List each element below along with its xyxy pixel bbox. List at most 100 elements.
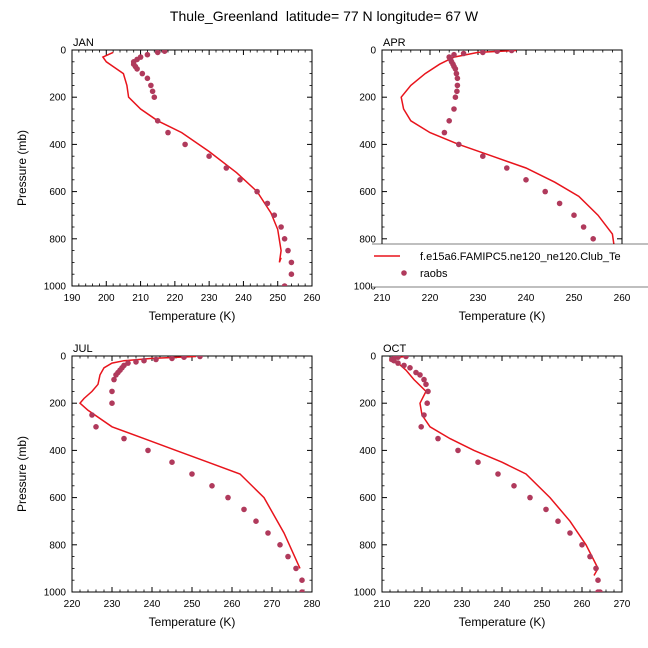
raobs-point	[189, 471, 195, 477]
x-axis-label: Temperature (K)	[149, 309, 236, 323]
raobs-point	[418, 424, 425, 430]
x-tick-label: 190	[64, 293, 81, 304]
y-tick-label: 600	[359, 493, 376, 504]
y-tick-label: 1000	[354, 588, 377, 599]
raobs-point	[567, 530, 573, 536]
raobs-point	[134, 66, 140, 72]
raobs-point	[169, 356, 175, 362]
raobs-point	[113, 372, 119, 378]
raobs-point	[511, 483, 517, 489]
raobs-point	[299, 577, 305, 583]
x-tick-label: 230	[454, 599, 471, 610]
raobs-point	[446, 118, 453, 124]
raobs-point	[281, 283, 288, 286]
y-axis-label: Pressure (mb)	[15, 436, 29, 512]
x-tick-label: 210	[374, 293, 391, 304]
x-tick-label: 260	[224, 599, 241, 610]
raobs-point	[556, 200, 563, 207]
raobs-point	[225, 494, 231, 501]
raobs-point	[264, 200, 271, 207]
y-tick-label: 600	[359, 187, 376, 198]
raobs-point	[424, 400, 431, 407]
x-tick-label: 270	[264, 599, 281, 610]
x-tick-label: 270	[614, 599, 631, 610]
raobs-point	[454, 82, 461, 89]
raobs-point	[451, 106, 457, 112]
raobs-point	[271, 212, 278, 218]
x-tick-label: 230	[470, 293, 487, 304]
y-tick-label: 600	[49, 187, 66, 198]
raobs-point	[109, 400, 115, 407]
raobs-point	[154, 118, 161, 124]
panel-label: JUL	[73, 343, 93, 355]
raobs-point	[89, 412, 95, 418]
x-tick-label: 250	[184, 599, 201, 610]
model-profile-line	[78, 356, 301, 569]
y-tick-label: 400	[49, 140, 66, 151]
raobs-point	[460, 50, 467, 57]
raobs-point	[161, 50, 168, 54]
raobs-point	[153, 356, 159, 363]
raobs-point	[111, 376, 117, 383]
panel-jan: JAN 190 200 210 220 230 240 250 260 0 200 400 600 800…	[15, 37, 321, 323]
raobs-point	[597, 589, 603, 592]
y-tick-label: 400	[359, 446, 376, 457]
raobs-point	[508, 50, 515, 54]
model-profile-line	[400, 50, 616, 259]
raobs-point	[182, 141, 188, 148]
raobs-point	[139, 70, 146, 77]
raobs-point	[494, 50, 500, 54]
x-tick-label: 240	[494, 599, 511, 610]
raobs-point	[93, 424, 99, 430]
raobs-point	[453, 70, 460, 77]
plot-area	[389, 356, 603, 592]
x-tick-label: 260	[304, 293, 321, 304]
raobs-point	[141, 357, 147, 364]
y-tick-label: 200	[359, 93, 376, 104]
y-tick-label: 1000	[44, 588, 67, 599]
raobs-point	[523, 177, 529, 183]
y-tick-label: 800	[359, 540, 376, 551]
raobs-point	[452, 94, 459, 100]
raobs-point	[593, 565, 599, 572]
x-tick-label: 280	[304, 599, 321, 610]
raobs-point	[555, 518, 561, 524]
panel-label: APR	[383, 37, 406, 49]
raobs-point	[543, 506, 549, 513]
y-tick-label: 1000	[44, 282, 67, 293]
raobs-point	[281, 236, 288, 242]
x-tick-label: 220	[64, 599, 81, 610]
y-axis-label: Pressure (mb)	[15, 130, 29, 206]
raobs-point	[288, 259, 295, 266]
raobs-point	[454, 88, 460, 95]
x-tick-label: 230	[104, 599, 121, 610]
raobs-point	[407, 365, 413, 371]
raobs-point	[454, 75, 461, 82]
raobs-point	[151, 94, 158, 100]
x-axis-label: Temperature (K)	[149, 615, 236, 629]
raobs-point	[571, 212, 577, 218]
x-tick-label: 220	[167, 293, 184, 304]
panel-label: OCT	[383, 343, 407, 355]
raobs-point	[527, 494, 533, 501]
raobs-point	[278, 224, 284, 230]
model-profile-line	[389, 356, 599, 576]
y-tick-label: 0	[370, 352, 376, 363]
plot-area	[78, 356, 305, 592]
y-tick-label: 400	[49, 446, 66, 457]
x-tick-label: 240	[518, 293, 535, 304]
raobs-point	[109, 388, 115, 395]
x-tick-label: 210	[132, 293, 149, 304]
raobs-point	[241, 506, 247, 513]
y-tick-label: 0	[60, 352, 66, 363]
x-tick-label: 260	[614, 293, 631, 304]
raobs-point	[401, 362, 407, 369]
raobs-point	[395, 360, 401, 366]
raobs-point	[587, 553, 593, 560]
panel-apr: APR 210 220 230 240 250 260 0 200 400 600 800 1000 Te…	[354, 37, 648, 323]
raobs-point	[253, 518, 259, 524]
x-tick-label: 240	[144, 599, 161, 610]
y-tick-label: 0	[60, 46, 66, 57]
